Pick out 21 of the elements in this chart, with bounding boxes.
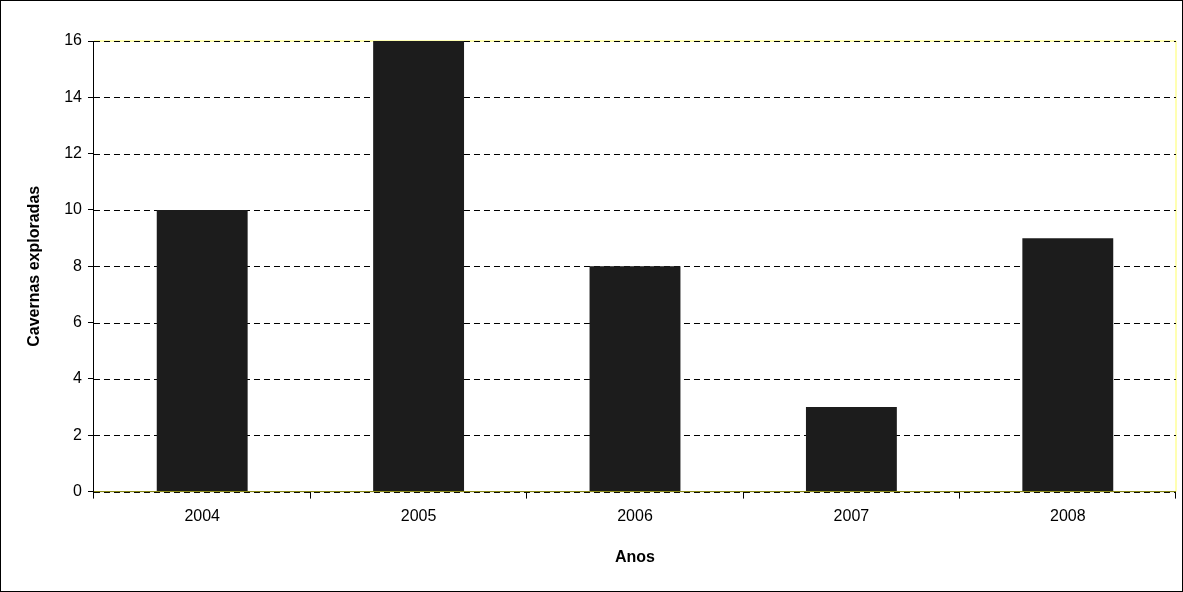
x-tick-label: 2005	[400, 506, 437, 524]
y-tick-label: 14	[64, 87, 83, 105]
y-tick-label: 4	[73, 369, 83, 387]
bar	[589, 266, 681, 492]
x-tick-label: 2008	[1050, 506, 1086, 524]
y-axis-title: Cavernas exploradas	[25, 185, 43, 347]
y-tick-label: 16	[64, 31, 83, 49]
y-tick-label: 0	[73, 482, 83, 500]
bar	[805, 407, 897, 492]
y-tick-label: 2	[73, 425, 83, 443]
bar	[156, 209, 248, 492]
x-tick-label: 2006	[617, 506, 653, 524]
y-tick-label: 10	[64, 200, 83, 218]
x-tick-label: 2004	[184, 506, 221, 524]
x-axis-title: Anos	[615, 547, 656, 565]
bar	[373, 41, 465, 492]
y-tick-label: 6	[73, 313, 83, 331]
x-tick-label: 2007	[833, 506, 870, 524]
y-tick-label: 8	[73, 256, 83, 274]
y-tick-label: 12	[64, 144, 83, 162]
bar	[1022, 238, 1114, 492]
